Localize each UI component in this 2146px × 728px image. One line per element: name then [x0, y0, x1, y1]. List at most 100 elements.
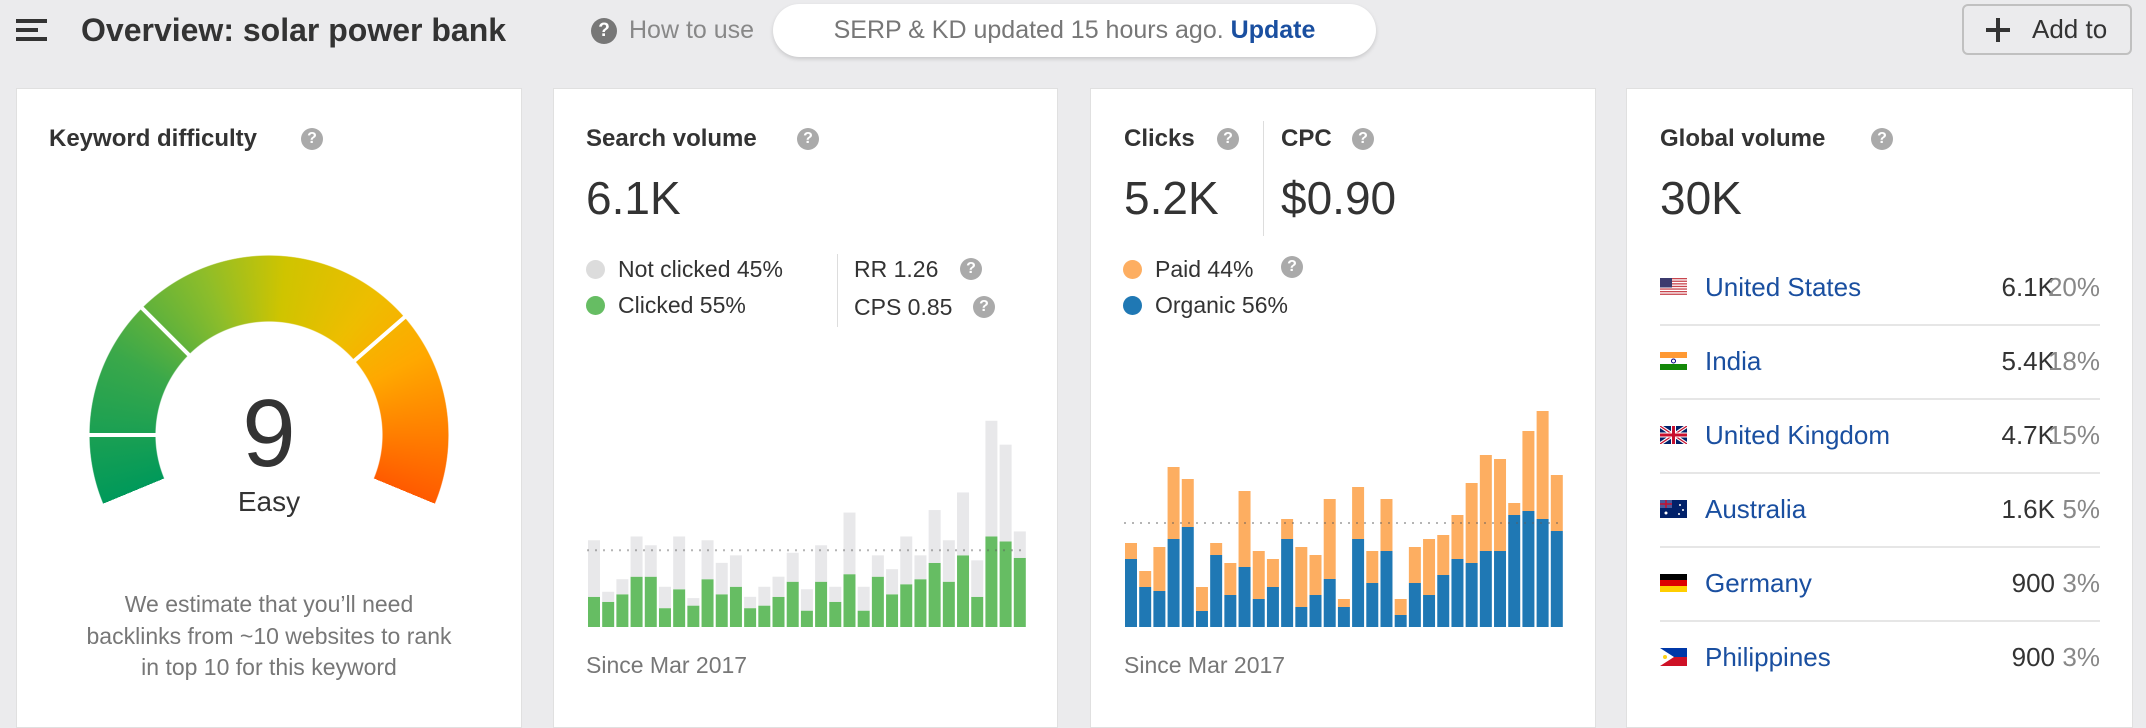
bar-clicked[interactable]	[673, 589, 686, 627]
help-icon[interactable]: ?	[1217, 128, 1239, 150]
bar-not-clicked[interactable]	[673, 536, 686, 590]
bar-clicked[interactable]	[701, 579, 714, 627]
bar-not-clicked[interactable]	[928, 510, 941, 563]
bar-paid[interactable]	[1266, 559, 1279, 587]
bar-organic[interactable]	[1281, 539, 1294, 627]
bar-clicked[interactable]	[800, 610, 813, 627]
bar-organic[interactable]	[1337, 607, 1350, 627]
bar-not-clicked[interactable]	[758, 586, 771, 606]
help-icon[interactable]: ?	[301, 128, 323, 150]
bar-paid[interactable]	[1281, 519, 1294, 539]
bar-not-clicked[interactable]	[772, 576, 785, 597]
bar-clicked[interactable]	[658, 608, 671, 627]
country-link[interactable]: Philippines	[1705, 642, 1831, 672]
bar-clicked[interactable]	[786, 581, 799, 627]
bar-organic[interactable]	[1408, 583, 1421, 627]
bar-organic[interactable]	[1181, 527, 1194, 627]
bar-paid[interactable]	[1494, 459, 1507, 551]
bar-clicked[interactable]	[772, 596, 785, 627]
bar-not-clicked[interactable]	[729, 555, 742, 587]
bar-not-clicked[interactable]	[800, 589, 813, 611]
bar-paid[interactable]	[1139, 571, 1152, 587]
bar-clicked[interactable]	[999, 541, 1012, 627]
bar-paid[interactable]	[1423, 539, 1436, 595]
bar-not-clicked[interactable]	[871, 555, 884, 577]
bar-paid[interactable]	[1508, 503, 1521, 515]
country-link[interactable]: Germany	[1705, 568, 1812, 598]
country-link[interactable]: Australia	[1705, 494, 1807, 524]
bar-not-clicked[interactable]	[942, 540, 955, 582]
bar-organic[interactable]	[1494, 551, 1507, 627]
help-icon[interactable]: ?	[973, 296, 995, 318]
bar-paid[interactable]	[1536, 411, 1549, 519]
bar-paid[interactable]	[1309, 555, 1322, 595]
bar-not-clicked[interactable]	[999, 444, 1012, 542]
bar-not-clicked[interactable]	[829, 586, 842, 602]
help-icon[interactable]: ?	[960, 258, 982, 280]
bar-clicked[interactable]	[971, 596, 984, 627]
bar-not-clicked[interactable]	[630, 536, 643, 577]
bar-clicked[interactable]	[886, 594, 899, 627]
bar-organic[interactable]	[1224, 595, 1237, 627]
bar-clicked[interactable]	[588, 596, 600, 627]
bar-clicked[interactable]	[815, 581, 828, 627]
bar-clicked[interactable]	[957, 555, 970, 627]
bar-organic[interactable]	[1125, 559, 1137, 627]
bar-not-clicked[interactable]	[843, 512, 856, 575]
bar-organic[interactable]	[1352, 539, 1365, 627]
bar-not-clicked[interactable]	[602, 591, 615, 602]
bar-organic[interactable]	[1295, 607, 1308, 627]
bar-organic[interactable]	[1195, 611, 1208, 627]
help-icon[interactable]: ?	[797, 128, 819, 150]
bar-not-clicked[interactable]	[815, 545, 828, 582]
bar-organic[interactable]	[1210, 555, 1223, 627]
bar-paid[interactable]	[1238, 491, 1251, 567]
bar-clicked[interactable]	[644, 576, 657, 627]
bar-organic[interactable]	[1167, 539, 1180, 627]
bar-clicked[interactable]	[942, 581, 955, 627]
bar-not-clicked[interactable]	[985, 420, 998, 537]
bar-paid[interactable]	[1479, 455, 1492, 551]
bar-organic[interactable]	[1238, 567, 1251, 627]
bar-not-clicked[interactable]	[616, 579, 629, 595]
bar-organic[interactable]	[1465, 563, 1478, 627]
bar-clicked[interactable]	[900, 584, 913, 627]
bar-clicked[interactable]	[630, 576, 643, 627]
bar-clicked[interactable]	[914, 579, 927, 627]
bar-paid[interactable]	[1522, 431, 1535, 511]
add-to-button[interactable]: Add to	[1962, 4, 2132, 55]
bar-organic[interactable]	[1423, 595, 1436, 627]
bar-paid[interactable]	[1408, 547, 1421, 583]
country-link[interactable]: United States	[1705, 272, 1862, 302]
bar-clicked[interactable]	[602, 601, 615, 627]
bar-organic[interactable]	[1323, 579, 1336, 627]
bar-not-clicked[interactable]	[900, 536, 913, 585]
bar-clicked[interactable]	[829, 601, 842, 627]
bar-not-clicked[interactable]	[857, 586, 870, 611]
bar-paid[interactable]	[1153, 547, 1166, 591]
bar-organic[interactable]	[1451, 559, 1464, 627]
bar-clicked[interactable]	[744, 608, 757, 627]
bar-paid[interactable]	[1252, 551, 1265, 599]
country-link[interactable]: United Kingdom	[1705, 420, 1890, 450]
bar-organic[interactable]	[1536, 519, 1549, 627]
bar-clicked[interactable]	[843, 574, 856, 627]
bar-paid[interactable]	[1394, 599, 1407, 615]
bar-paid[interactable]	[1465, 483, 1478, 563]
bar-not-clicked[interactable]	[715, 562, 728, 595]
bar-paid[interactable]	[1366, 551, 1379, 583]
bar-organic[interactable]	[1380, 551, 1393, 627]
bar-organic[interactable]	[1153, 591, 1166, 627]
bar-organic[interactable]	[1252, 599, 1265, 627]
bar-not-clicked[interactable]	[886, 569, 899, 595]
bar-organic[interactable]	[1366, 583, 1379, 627]
bar-not-clicked[interactable]	[687, 598, 700, 606]
bar-paid[interactable]	[1167, 467, 1180, 539]
bar-not-clicked[interactable]	[957, 492, 970, 556]
bar-paid[interactable]	[1181, 479, 1194, 527]
bar-paid[interactable]	[1451, 515, 1464, 559]
help-icon[interactable]: ?	[1352, 128, 1374, 150]
bar-paid[interactable]	[1323, 499, 1336, 579]
bar-clicked[interactable]	[715, 594, 728, 627]
bar-clicked[interactable]	[928, 562, 941, 627]
